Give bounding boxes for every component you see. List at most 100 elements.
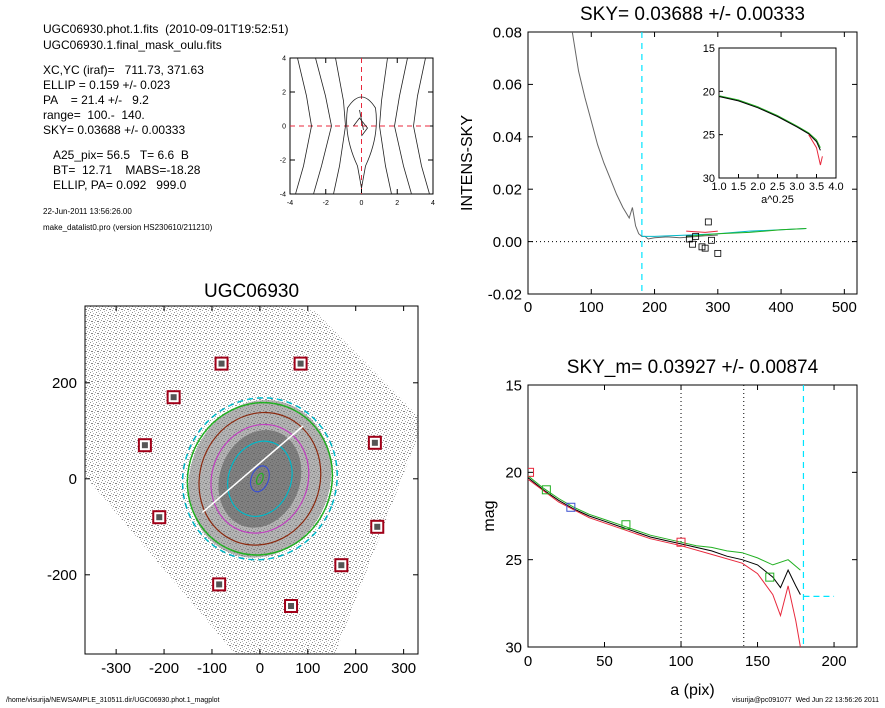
- contour-center: [353, 117, 369, 137]
- sky-x-label: 200: [642, 299, 667, 316]
- mag-plot-area: [528, 385, 835, 647]
- sky-y-label: 0.00: [493, 234, 522, 251]
- contour-line: [413, 57, 430, 195]
- sky-x-label: 400: [769, 299, 794, 316]
- sky-box-inner: [218, 360, 225, 367]
- contour-x-label: 4: [431, 200, 435, 207]
- image-y-label: 0: [69, 471, 77, 488]
- inset-y-label: 20: [703, 86, 715, 98]
- sky-x-label: 100: [579, 299, 604, 316]
- image-title: UGC06930: [204, 281, 299, 302]
- isophote-ellipse: [210, 423, 310, 534]
- a25-pix: A25_pix= 56.5 T= 6.6 B: [53, 148, 189, 162]
- sky-x-label: 300: [705, 299, 730, 316]
- contour-x-label: 2: [395, 200, 399, 207]
- footer-user-time: visurija@pc091077 Wed Jun 22 13:56:26 20…: [732, 697, 879, 704]
- image-x-label: 300: [391, 660, 416, 677]
- mag-x-label: 100: [669, 653, 694, 670]
- contour-x-label: -4: [287, 200, 293, 207]
- contour-line: [394, 57, 412, 195]
- sky-series-2: [686, 230, 718, 233]
- mag-marker: [676, 537, 686, 547]
- inset-y-label: 25: [703, 130, 715, 142]
- inset-series-2: [808, 134, 823, 166]
- mag-x-label: 50: [596, 653, 613, 670]
- mask-filename: UGC06930.1.final_mask_oulu.fits: [43, 38, 222, 52]
- mag-x-label: 0: [524, 653, 532, 670]
- sky-y-label: 0.08: [493, 24, 522, 41]
- sky-marker: [701, 244, 709, 252]
- inset-x-label: 2.0: [750, 181, 765, 193]
- date-stamp: 22-Jun-2011 13:56:26.00: [43, 207, 132, 216]
- contour-core: [346, 96, 377, 189]
- mag-frame: [527, 384, 858, 648]
- isophote-ellipse: [255, 472, 264, 485]
- isophote-ellipse: [249, 465, 270, 493]
- contour-arrow: [359, 109, 364, 131]
- image-x-label: -100: [197, 660, 227, 677]
- program-version: make_datalist0.pro (version HS230610/211…: [43, 223, 213, 232]
- isophote-ellipse: [227, 440, 293, 517]
- contour-y-label: 0: [282, 123, 286, 130]
- image-frame: [84, 305, 419, 655]
- contour-line: [333, 57, 346, 195]
- image-x-label: 200: [343, 660, 368, 677]
- contour-line: [379, 57, 392, 195]
- mag-ylabel: mag: [481, 500, 498, 531]
- sky-x-label: 500: [832, 299, 857, 316]
- ellipticity: ELLIP = 0.159 +/- 0.023: [43, 78, 171, 92]
- center-coordinates: XC,YC (iraf)= 711.73, 371.63: [43, 63, 204, 77]
- sky-box-inner: [216, 581, 223, 588]
- sky-y-label: 0.06: [493, 77, 522, 94]
- sky-x-label: 0: [524, 299, 532, 316]
- sky-box-inner: [156, 514, 163, 521]
- image-x-label: 100: [295, 660, 320, 677]
- sky-frame: [527, 31, 858, 295]
- contour-x-label: -2: [323, 200, 329, 207]
- sky-marker: [714, 249, 722, 257]
- isophote-ellipse: [198, 411, 322, 546]
- sky-marker: [704, 218, 712, 226]
- inset-x-label: 1.0: [711, 181, 726, 193]
- mag-y-label: 30: [505, 639, 522, 656]
- sky-y-label: 0.02: [493, 181, 522, 198]
- inset-y-label: 30: [703, 173, 715, 185]
- contour-y-label: 4: [282, 55, 286, 62]
- sky-ylabel: INTENS-SKY: [459, 115, 476, 211]
- contour-y-label: 2: [282, 89, 286, 96]
- mag-marker: [566, 502, 576, 512]
- inset-x-label: 3.5: [809, 181, 824, 193]
- sky-box-inner: [141, 442, 148, 449]
- mag-y-label: 15: [505, 377, 522, 394]
- sky-marker: [692, 232, 700, 240]
- sky-series-3: [686, 228, 807, 237]
- inset-x-label: 3.0: [789, 181, 804, 193]
- mag-y-label: 25: [505, 552, 522, 569]
- mag-series-1: [528, 475, 801, 571]
- mag-y-label: 20: [505, 465, 522, 482]
- inset-x-label: 2.5: [770, 181, 785, 193]
- inset-y-label: 15: [703, 43, 715, 55]
- mag-marker: [765, 572, 775, 582]
- sky-y-label: 0.04: [493, 129, 522, 146]
- image-y-label: -200: [47, 567, 77, 584]
- inset-series-0: [718, 95, 821, 148]
- fits-filename: UGC06930.phot.1.fits (2010-09-01T19:52:5…: [43, 22, 289, 36]
- inset-x-label: 1.5: [731, 181, 746, 193]
- mag-series-0: [528, 477, 801, 595]
- footer-path: /home/visurija/NEWSAMPLE_310511.dir/UGC0…: [6, 697, 220, 704]
- mag-x-label: 150: [745, 653, 770, 670]
- mag-marker: [541, 485, 551, 495]
- image-y-label: 200: [52, 375, 77, 392]
- contour-x-label: 0: [360, 200, 364, 207]
- sky-box-inner: [374, 523, 381, 530]
- mag-xlabel: a (pix): [670, 682, 714, 699]
- isophote-ellipse: [186, 401, 334, 556]
- inset-xlabel: a^0.25: [761, 194, 794, 206]
- mag-title: SKY_m= 0.03927 +/- 0.00874: [567, 357, 819, 378]
- contour-line: [313, 57, 332, 195]
